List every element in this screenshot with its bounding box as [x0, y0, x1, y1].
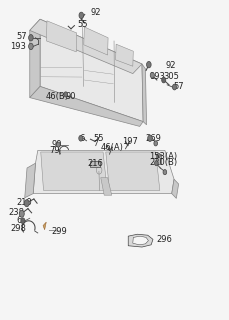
Circle shape [154, 141, 158, 146]
Polygon shape [90, 161, 100, 167]
Polygon shape [41, 152, 107, 190]
Text: 193: 193 [10, 42, 26, 51]
Text: 193: 193 [149, 72, 165, 81]
Text: 90: 90 [65, 92, 76, 101]
Polygon shape [43, 222, 46, 230]
Text: 298: 298 [11, 224, 27, 233]
Circle shape [64, 92, 68, 97]
Text: 55: 55 [93, 134, 104, 143]
Text: 57: 57 [174, 82, 184, 91]
Circle shape [155, 161, 158, 166]
Text: 216: 216 [87, 159, 103, 168]
Polygon shape [30, 19, 40, 98]
Text: 92: 92 [165, 61, 176, 70]
Circle shape [57, 142, 60, 147]
Circle shape [24, 200, 29, 207]
Polygon shape [46, 21, 77, 52]
Polygon shape [25, 163, 35, 198]
Polygon shape [101, 178, 112, 195]
Polygon shape [133, 236, 148, 245]
Text: 55: 55 [77, 20, 88, 28]
Circle shape [79, 12, 84, 19]
Text: 153(A): 153(A) [149, 152, 177, 161]
Polygon shape [172, 179, 179, 198]
Text: 79: 79 [49, 146, 60, 155]
Text: 299: 299 [51, 228, 67, 236]
Polygon shape [128, 234, 153, 247]
Text: 46(B): 46(B) [46, 92, 69, 101]
Text: 6: 6 [80, 134, 85, 143]
Polygon shape [40, 19, 143, 122]
Circle shape [29, 43, 33, 50]
Text: 220(B): 220(B) [149, 158, 177, 167]
Text: 90: 90 [52, 140, 62, 149]
Circle shape [157, 153, 160, 158]
Circle shape [148, 135, 152, 141]
Circle shape [147, 61, 151, 68]
Polygon shape [33, 150, 174, 194]
Circle shape [19, 210, 24, 217]
Polygon shape [84, 27, 108, 55]
Circle shape [79, 135, 83, 141]
Circle shape [163, 170, 167, 175]
Text: 305: 305 [163, 72, 179, 81]
Polygon shape [142, 64, 147, 125]
Polygon shape [156, 154, 161, 164]
Text: 57: 57 [16, 32, 27, 41]
Polygon shape [106, 152, 160, 190]
Text: 197: 197 [122, 137, 138, 146]
Text: 238: 238 [8, 208, 25, 217]
Text: 210: 210 [16, 198, 32, 207]
Text: 6: 6 [16, 216, 22, 225]
Polygon shape [116, 44, 133, 66]
Polygon shape [30, 86, 143, 126]
Text: 92: 92 [91, 8, 101, 17]
Circle shape [150, 72, 154, 78]
Text: 296: 296 [156, 235, 172, 244]
Text: 269: 269 [145, 134, 161, 143]
Circle shape [29, 35, 33, 41]
Circle shape [162, 77, 166, 83]
Polygon shape [30, 19, 142, 74]
Text: 46(A): 46(A) [101, 143, 124, 152]
Circle shape [21, 218, 25, 224]
Circle shape [172, 84, 177, 90]
